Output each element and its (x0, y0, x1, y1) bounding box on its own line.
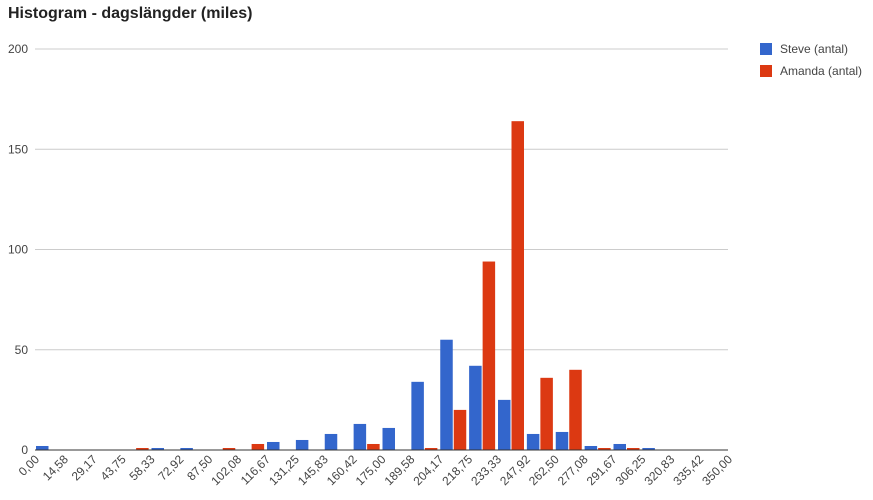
x-tick-label: 0,00 (16, 452, 43, 479)
bar-steve (555, 431, 569, 450)
legend: Steve (antal) Amanda (antal) (760, 41, 862, 85)
x-tick-label: 204,17 (411, 452, 447, 488)
y-tick-label: 100 (8, 243, 28, 257)
x-tick-label: 277,08 (555, 452, 591, 488)
bar-steve (642, 447, 655, 450)
x-tick-label: 189,58 (382, 452, 418, 488)
x-tick-label: 72,92 (155, 452, 186, 483)
y-tick-label: 150 (8, 142, 28, 156)
x-tick-label: 218,75 (439, 452, 475, 488)
x-tick-label: 14,58 (40, 452, 71, 483)
x-tick-label: 306,25 (613, 452, 649, 488)
x-tick-label: 350,00 (699, 452, 735, 488)
x-tick-label: 58,33 (126, 452, 157, 483)
bar-steve (613, 443, 626, 450)
legend-item-amanda[interactable]: Amanda (antal) (760, 63, 862, 79)
bar-amanda (424, 447, 438, 450)
bar-steve (411, 381, 424, 450)
legend-label-steve: Steve (antal) (780, 42, 849, 56)
x-tick-label: 320,83 (642, 452, 678, 488)
y-tick-label: 200 (8, 42, 28, 56)
chart-title: Histogram - dagslängder (miles) (8, 5, 253, 22)
bar-amanda (569, 369, 582, 450)
bar-amanda (598, 447, 611, 450)
y-tick-label: 50 (15, 343, 29, 357)
x-tick-label: 131,25 (266, 452, 302, 488)
x-tick-label: 233,33 (468, 452, 504, 488)
bar-amanda (482, 261, 496, 450)
x-tick-label: 145,83 (295, 452, 331, 488)
x-tick-label: 291,67 (584, 452, 620, 488)
bar-steve (440, 339, 453, 450)
bar-amanda (453, 409, 467, 450)
bar-amanda (540, 377, 553, 450)
bar-steve (267, 441, 280, 450)
x-tick-label: 29,17 (69, 452, 100, 483)
y-tick-label: 0 (21, 443, 28, 457)
bar-steve (498, 399, 511, 450)
x-tick-label: 116,67 (238, 452, 273, 487)
bar-amanda (136, 447, 149, 450)
bar-steve (295, 439, 309, 450)
bar-steve (36, 445, 49, 450)
x-tick-label: 335,42 (670, 452, 706, 488)
x-tick-label: 102,08 (208, 452, 244, 488)
x-tick-label: 160,42 (324, 452, 360, 488)
bar-amanda (222, 447, 236, 450)
bar-steve (526, 433, 540, 450)
x-tick-label: 175,00 (353, 452, 389, 488)
bar-steve (584, 445, 598, 450)
bar-amanda (367, 443, 380, 450)
legend-label-amanda: Amanda (antal) (780, 64, 863, 78)
bar-amanda (251, 443, 265, 450)
bar-steve (382, 427, 395, 450)
bar-steve (353, 423, 367, 450)
x-tick-label: 262,50 (526, 452, 562, 488)
legend-swatch-amanda (760, 65, 772, 77)
legend-swatch-steve (760, 43, 772, 55)
bar-amanda (627, 447, 640, 450)
x-tick-label: 43,75 (98, 452, 129, 483)
bar-amanda (511, 121, 524, 451)
bar-steve (180, 447, 193, 450)
bar-steve (151, 447, 164, 450)
legend-item-steve[interactable]: Steve (antal) (760, 41, 862, 57)
x-tick-label: 247,92 (497, 452, 533, 488)
bar-steve (469, 365, 482, 450)
bar-steve (324, 433, 338, 450)
